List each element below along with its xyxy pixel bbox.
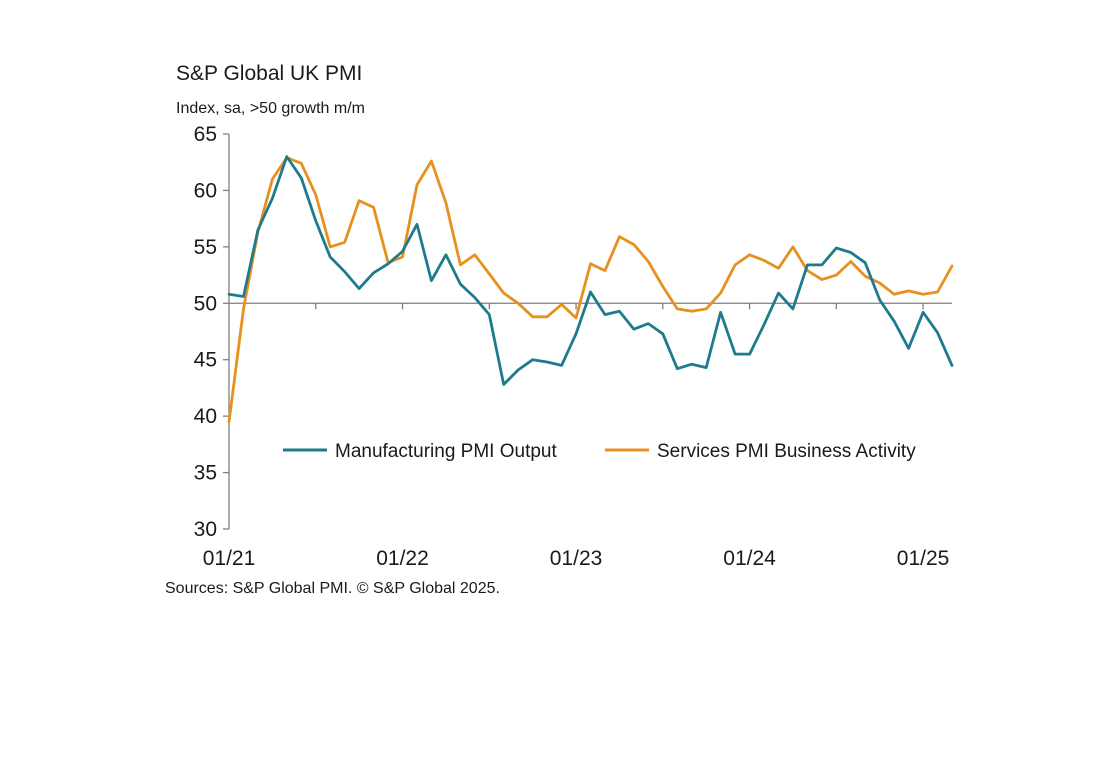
y-tick-label: 30 [194,518,217,541]
legend: Manufacturing PMI Output Services PMI Bus… [283,441,916,462]
legend-label: Services PMI Business Activity [657,441,916,462]
x-tick-label: 01/24 [723,547,776,570]
x-tick-label: 01/25 [897,547,950,570]
series-line-services [227,156,954,424]
chart-subtitle: Index, sa, >50 growth m/m [176,100,365,117]
series-layer [227,155,954,424]
reference-layer [229,302,952,310]
y-tick-label: 50 [194,292,217,315]
x-tick-label: 01/23 [550,547,603,570]
y-tick-label: 60 [194,179,217,202]
y-tick-label: 40 [194,405,217,428]
y-tick-label: 35 [194,462,217,485]
legend-item-manufacturing: Manufacturing PMI Output [283,441,557,462]
legend-label: Manufacturing PMI Output [335,441,557,462]
x-tick-label: 01/22 [376,547,429,570]
axis-layer: 30 35 40 45 50 55 60 65 01/21 01/22 01/23 01/24 01/2… [194,123,950,570]
y-tick-label: 65 [194,123,217,146]
chart-title: S&P Global UK PMI [176,62,363,85]
source-note: Sources: S&P Global PMI. © S&P Global 20… [165,580,500,597]
legend-item-services: Services PMI Business Activity [605,441,916,462]
series-line-manufacturing [227,155,954,386]
y-tick-label: 55 [194,236,217,259]
y-tick-label: 45 [194,349,217,372]
x-tick-label: 01/21 [203,547,256,570]
